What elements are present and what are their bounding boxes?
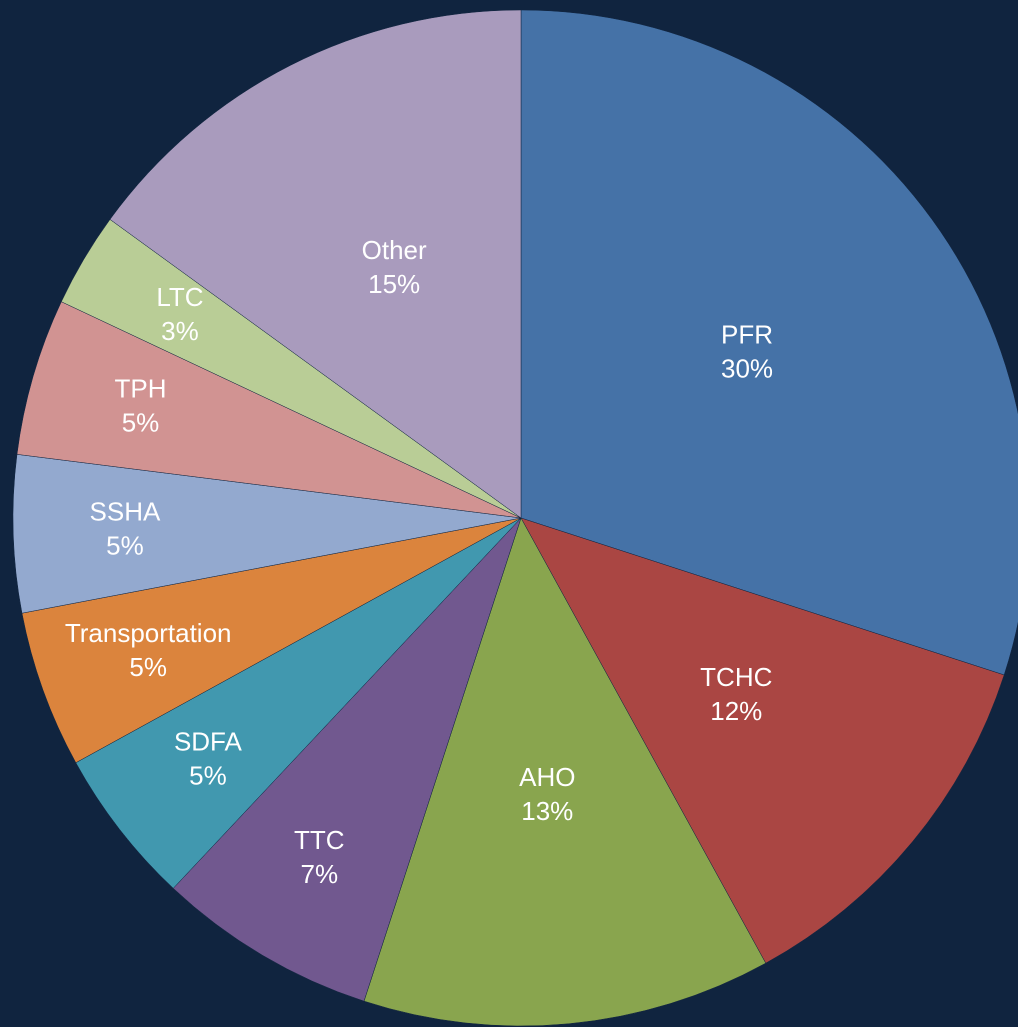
slice-label: AHO — [519, 762, 575, 792]
pie-slice — [363, 517, 767, 1027]
slice-value-label: 5% — [129, 652, 167, 682]
slice-value-label: 5% — [122, 407, 160, 437]
slice-label: Transportation — [65, 618, 232, 648]
slice-label: LTC — [156, 282, 203, 312]
slice-value-label: 5% — [106, 530, 144, 560]
slice-label: PFR — [721, 320, 773, 350]
slice-label: Other — [362, 235, 427, 265]
slice-value-label: 13% — [521, 796, 573, 826]
slice-value-label: 15% — [368, 269, 420, 299]
pie-slice — [75, 517, 522, 889]
slice-label: TPH — [114, 373, 166, 403]
slice-label: TCHC — [700, 662, 772, 692]
slice-value-label: 5% — [189, 761, 227, 791]
pie-slice — [172, 517, 522, 1002]
slice-label: SSHA — [90, 496, 161, 526]
slice-value-label: 30% — [721, 354, 773, 384]
pie-slice — [12, 454, 522, 614]
pie-slice — [16, 301, 522, 519]
pie-slice — [520, 9, 1018, 676]
slice-value-label: 3% — [161, 316, 199, 346]
slice-value-label: 7% — [301, 859, 339, 889]
pie-slice — [21, 517, 522, 764]
slice-label: SDFA — [174, 727, 243, 757]
pie-slice — [109, 9, 522, 519]
pie-slice — [520, 517, 1005, 964]
slice-value-label: 12% — [710, 696, 762, 726]
slice-label: TTC — [294, 825, 345, 855]
